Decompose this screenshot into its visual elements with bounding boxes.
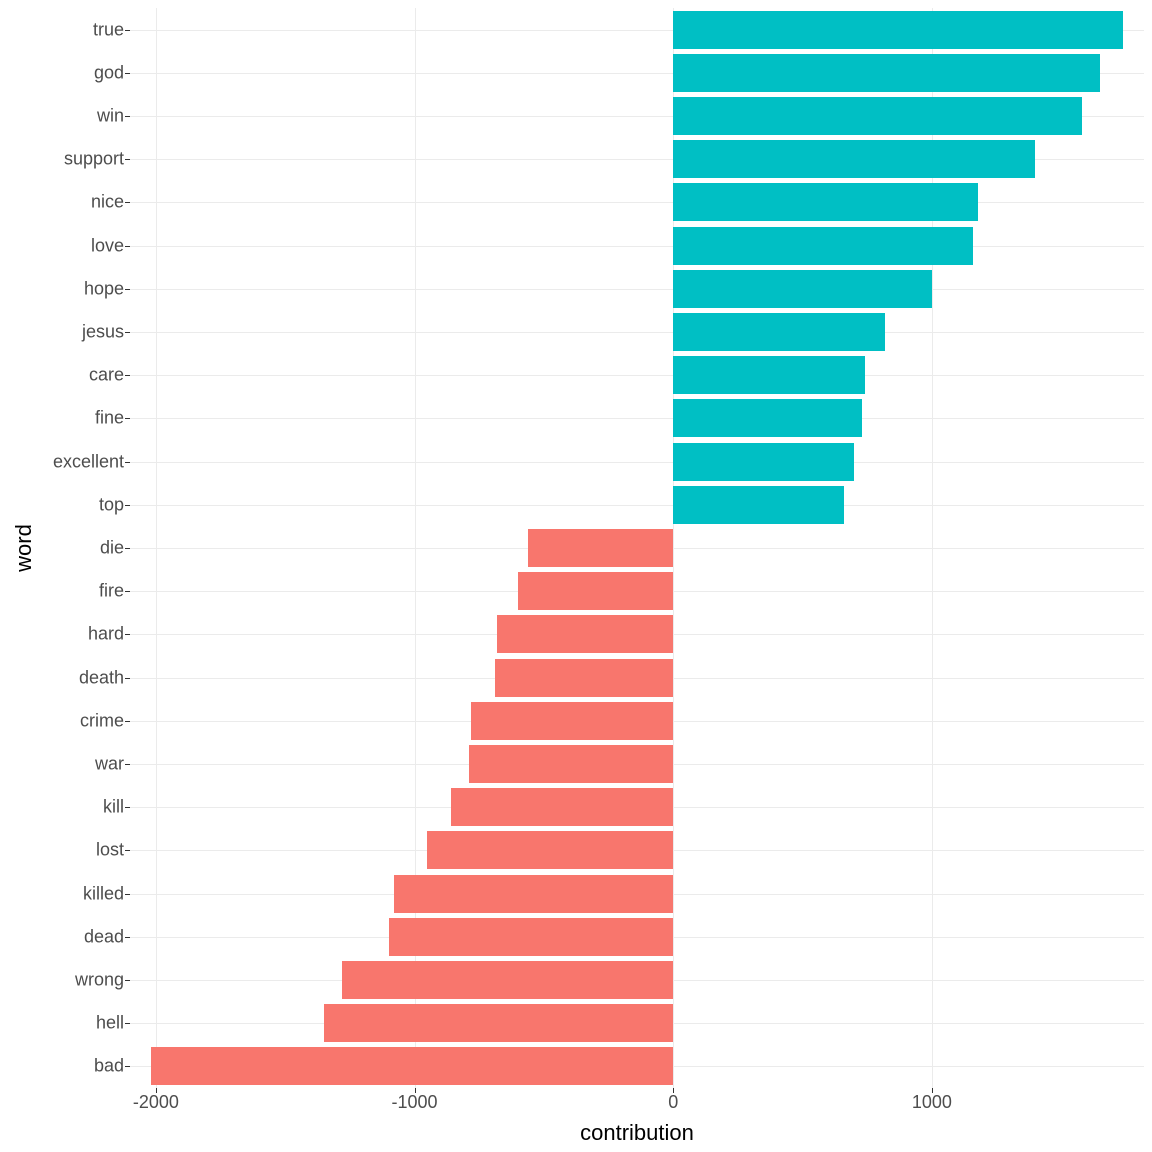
y-tick-label: dead bbox=[84, 926, 130, 947]
x-tick-label: -1000 bbox=[392, 1088, 438, 1113]
y-tick-label: love bbox=[91, 235, 130, 256]
bar bbox=[427, 831, 673, 869]
bar bbox=[528, 529, 673, 567]
bar bbox=[673, 313, 885, 351]
x-tick-label: -2000 bbox=[133, 1088, 179, 1113]
gridline-horizontal bbox=[130, 246, 1144, 247]
gridline-horizontal bbox=[130, 332, 1144, 333]
y-tick-label: crime bbox=[80, 710, 130, 731]
gridline-horizontal bbox=[130, 462, 1144, 463]
y-tick-label: death bbox=[79, 667, 130, 688]
bar bbox=[151, 1047, 674, 1085]
bar bbox=[673, 443, 854, 481]
plot-area: -2000-100001000truegodwinsupportnicelove… bbox=[130, 8, 1144, 1088]
gridline-horizontal bbox=[130, 202, 1144, 203]
bar bbox=[518, 572, 673, 610]
bar bbox=[324, 1004, 673, 1042]
gridline-horizontal bbox=[130, 505, 1144, 506]
y-tick-label: kill bbox=[103, 797, 130, 818]
y-tick-label: hard bbox=[88, 624, 130, 645]
bar bbox=[471, 702, 673, 740]
y-tick-label: bad bbox=[94, 1056, 130, 1077]
bar bbox=[673, 140, 1035, 178]
gridline-horizontal bbox=[130, 289, 1144, 290]
y-tick-label: fire bbox=[99, 581, 130, 602]
x-tick-label: 1000 bbox=[912, 1088, 952, 1113]
bar bbox=[673, 399, 862, 437]
bar bbox=[673, 54, 1100, 92]
y-tick-label: nice bbox=[91, 192, 130, 213]
bar bbox=[673, 486, 844, 524]
bar bbox=[451, 788, 673, 826]
bar bbox=[389, 918, 674, 956]
bar bbox=[673, 227, 973, 265]
bar bbox=[673, 270, 932, 308]
y-tick-label: jesus bbox=[82, 322, 130, 343]
y-tick-label: war bbox=[95, 754, 130, 775]
y-tick-label: god bbox=[94, 62, 130, 83]
y-tick-label: hell bbox=[96, 1013, 130, 1034]
y-tick-label: lost bbox=[96, 840, 130, 861]
bar bbox=[673, 356, 864, 394]
y-tick-label: fine bbox=[95, 408, 130, 429]
y-tick-label: support bbox=[64, 149, 130, 170]
bar bbox=[469, 745, 673, 783]
x-axis-label: contribution bbox=[580, 1120, 694, 1146]
gridline-horizontal bbox=[130, 375, 1144, 376]
bar bbox=[342, 961, 673, 999]
y-tick-label: top bbox=[99, 494, 130, 515]
y-tick-label: win bbox=[97, 106, 130, 127]
y-tick-label: true bbox=[93, 19, 130, 40]
y-tick-label: wrong bbox=[75, 970, 130, 991]
bar bbox=[673, 97, 1082, 135]
bar bbox=[673, 183, 978, 221]
bar bbox=[394, 875, 673, 913]
bar bbox=[673, 11, 1123, 49]
bar bbox=[495, 659, 673, 697]
y-tick-label: care bbox=[89, 365, 130, 386]
y-axis-label: word bbox=[11, 524, 37, 572]
bar bbox=[497, 615, 673, 653]
contribution-chart: -2000 -1000 0 1000 true god win support nice love… bbox=[0, 0, 1152, 1152]
gridline-horizontal bbox=[130, 418, 1144, 419]
x-tick-label: 0 bbox=[668, 1088, 678, 1113]
y-tick-label: killed bbox=[83, 883, 130, 904]
y-tick-label: hope bbox=[84, 278, 130, 299]
y-tick-label: die bbox=[100, 538, 130, 559]
y-tick-label: excellent bbox=[53, 451, 130, 472]
